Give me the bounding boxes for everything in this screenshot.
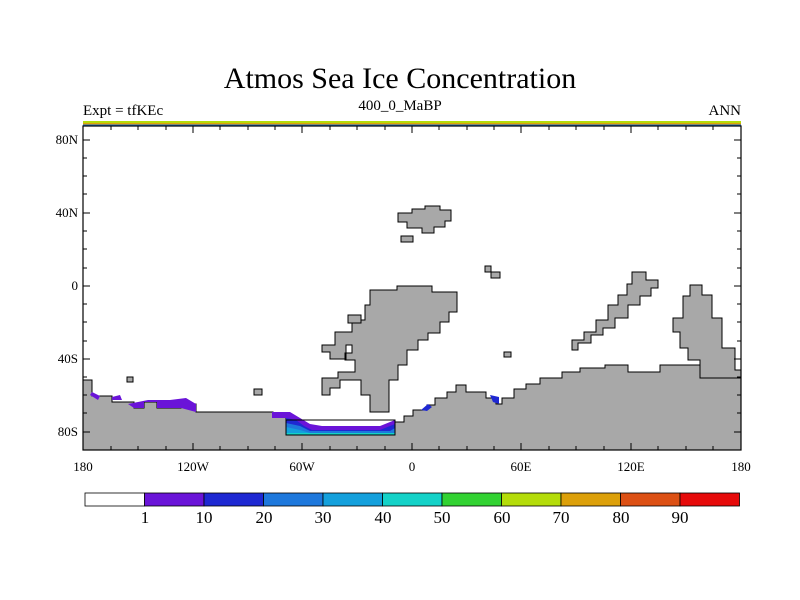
colorbar-label: 50: [433, 508, 451, 527]
colorbar-label: 80: [612, 508, 630, 527]
experiment-label: Expt = tfKEc: [83, 103, 164, 119]
x-tick-label: 120E: [617, 459, 645, 474]
land-central: [321, 285, 458, 413]
colorbar-box: [263, 492, 324, 507]
southern-sea-ice: [90, 392, 499, 435]
colorbar-box: [560, 492, 621, 507]
tick-marks: [83, 126, 741, 450]
land-small-isle: [347, 314, 362, 324]
colorbar-box: [144, 492, 205, 507]
land-island-c: [503, 351, 512, 358]
land-north-blob: [397, 205, 452, 234]
colorbar-box: [679, 492, 740, 507]
y-tick-label: 80N: [55, 132, 78, 147]
land-small-isle-c: [253, 388, 263, 396]
colorbar-label: 20: [255, 508, 273, 527]
time-label: 400_0_MaBP: [358, 98, 442, 114]
colorbar-box: [322, 492, 383, 507]
colorbar-label: 30: [314, 508, 332, 527]
colorbar-label: 70: [552, 508, 570, 527]
plot-title: Atmos Sea Ice Concentration: [223, 62, 577, 95]
y-tick-label: 40S: [57, 351, 78, 366]
x-tick-label: 60W: [289, 459, 315, 474]
land-island-b: [490, 271, 501, 279]
colorbar-box: [382, 492, 443, 507]
x-tick-label: 60E: [510, 459, 532, 474]
land-south-box-outline: [285, 419, 396, 436]
landmasses: [82, 205, 742, 451]
x-tick-label: 0: [408, 459, 416, 474]
x-tick-label: 180: [73, 459, 93, 474]
colorbar-box: [441, 492, 502, 507]
colorbar-label: 1: [140, 508, 150, 527]
colorbar-label: 90: [671, 508, 689, 527]
colorbar-label: 60: [493, 508, 511, 527]
y-tick-label: 80S: [57, 424, 78, 439]
colorbar: [84, 492, 740, 507]
y-tick-label: 40N: [55, 205, 78, 220]
land-small-isle-b: [126, 376, 134, 383]
land-east-ridge: [571, 271, 659, 351]
colorbar-label: 10: [195, 508, 213, 527]
colorbar-box: [203, 492, 264, 507]
colorbar-box: [84, 492, 145, 507]
season-label: ANN: [708, 103, 742, 119]
x-tick-label: 180: [731, 459, 751, 474]
colorbar-label: 40: [374, 508, 392, 527]
colorbar-box: [501, 492, 562, 507]
y-tick-label: 0: [71, 278, 79, 293]
land-small-block: [400, 235, 414, 243]
x-tick-label: 120W: [177, 459, 209, 474]
land-island-a: [484, 265, 492, 273]
colorbar-box: [620, 492, 681, 507]
